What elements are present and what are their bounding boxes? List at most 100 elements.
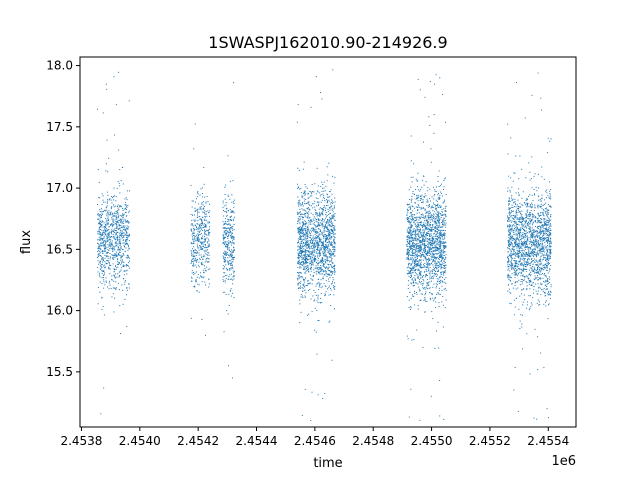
data-point [424, 216, 426, 218]
data-point [305, 243, 307, 245]
data-point [201, 203, 203, 205]
data-point [325, 245, 327, 247]
data-point [299, 267, 301, 269]
data-point [412, 219, 414, 221]
data-point [312, 218, 314, 220]
data-point [314, 259, 315, 261]
data-point [119, 333, 121, 335]
data-point [308, 258, 310, 260]
data-point [315, 240, 317, 242]
data-point [101, 226, 103, 228]
data-point [225, 221, 227, 223]
data-point [313, 254, 315, 256]
data-point [423, 235, 425, 237]
data-point [193, 262, 194, 264]
data-point [307, 280, 309, 282]
data-point [300, 250, 302, 252]
data-point [194, 255, 196, 257]
data-point [105, 228, 107, 230]
data-point [99, 211, 101, 213]
data-point [327, 247, 329, 249]
data-point [105, 207, 107, 209]
data-point [407, 248, 408, 250]
data-point [424, 228, 426, 230]
data-point [194, 286, 196, 288]
data-point [298, 229, 300, 231]
data-point [308, 246, 310, 248]
data-point [444, 271, 446, 273]
data-point [420, 245, 422, 247]
data-point [324, 254, 326, 256]
data-point [208, 278, 210, 280]
data-point [308, 263, 310, 265]
data-point [122, 220, 124, 222]
data-point [322, 268, 324, 270]
data-point [514, 306, 516, 308]
data-point [406, 204, 408, 206]
data-point [328, 321, 330, 323]
data-point [318, 208, 320, 210]
data-point [306, 265, 308, 267]
data-point [200, 208, 202, 210]
data-point [232, 225, 234, 227]
data-point [434, 83, 436, 85]
data-point [432, 210, 434, 212]
data-point [113, 204, 115, 206]
data-point [439, 280, 441, 282]
data-point [445, 289, 447, 291]
data-point [308, 217, 310, 219]
data-point [97, 213, 99, 215]
data-point [412, 285, 414, 287]
data-point [124, 219, 126, 221]
data-point [123, 232, 125, 234]
data-point [117, 217, 119, 219]
data-point [201, 237, 203, 239]
data-point [328, 274, 330, 276]
data-point [198, 227, 200, 229]
data-point [122, 303, 124, 305]
data-point [108, 245, 110, 247]
data-point [299, 216, 301, 218]
data-point [116, 263, 118, 265]
data-point [119, 242, 121, 244]
data-point [411, 266, 413, 268]
data-point [204, 210, 206, 212]
data-point [128, 283, 130, 285]
data-point [410, 275, 412, 277]
data-point [329, 270, 331, 272]
data-point [222, 291, 224, 293]
data-point [334, 288, 336, 290]
data-point [190, 250, 192, 252]
data-point [429, 278, 431, 280]
data-point [223, 280, 225, 282]
data-point [427, 206, 429, 208]
data-point [120, 231, 122, 233]
data-point [230, 235, 232, 237]
data-point [309, 237, 311, 239]
data-point [224, 233, 226, 235]
data-point [441, 214, 443, 216]
data-point [307, 208, 309, 210]
data-point [317, 218, 319, 220]
data-point [301, 240, 303, 242]
data-point [431, 218, 433, 220]
data-point [124, 198, 126, 200]
data-point [313, 220, 315, 222]
data-point [312, 235, 314, 237]
data-point [324, 393, 326, 395]
data-point [438, 229, 440, 231]
data-point [438, 293, 440, 295]
data-point [334, 229, 336, 231]
data-point [102, 251, 104, 253]
data-point [308, 255, 310, 257]
data-point [407, 234, 409, 236]
data-point [315, 331, 317, 333]
data-point [436, 281, 438, 283]
data-point [228, 227, 230, 229]
data-point [434, 221, 436, 223]
data-point [208, 228, 210, 230]
data-point [443, 213, 445, 215]
data-point [331, 231, 333, 233]
data-point [304, 239, 306, 241]
data-point [415, 225, 417, 227]
